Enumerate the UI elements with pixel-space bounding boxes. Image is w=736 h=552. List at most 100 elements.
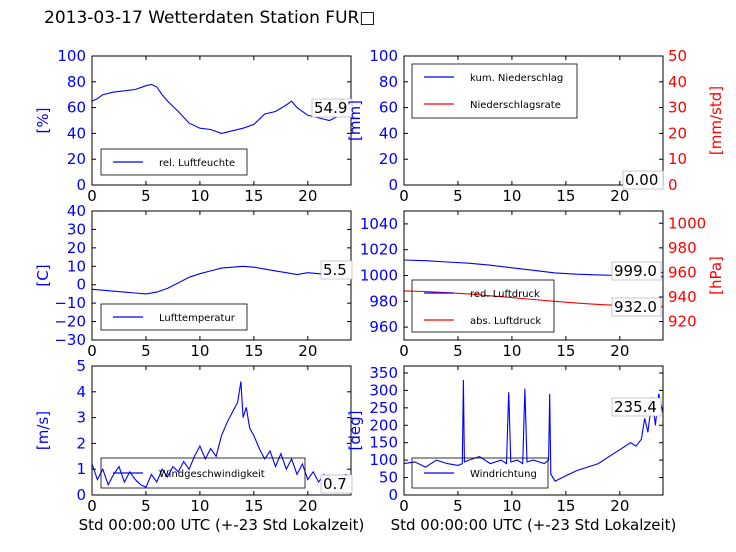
legend-box — [411, 279, 555, 333]
y-tick-label: 100 — [57, 47, 86, 65]
x-tick-label: 20 — [298, 342, 317, 360]
x-tick-label: 0 — [399, 187, 409, 205]
y-tick-label: 80 — [379, 73, 398, 91]
y-tick-label: 30 — [67, 220, 86, 238]
y-tick-label: 10 — [67, 257, 86, 275]
value-label: 932.0 — [614, 298, 657, 316]
y-tick-label: 300 — [369, 381, 398, 399]
x-tick-label: 0 — [87, 342, 97, 360]
y-axis-label: [C] — [34, 264, 52, 286]
x-tick-label: 15 — [244, 187, 263, 205]
value-label-box — [320, 260, 353, 280]
y-right-tick-label: 920 — [668, 313, 697, 331]
y-tick-label: 40 — [67, 124, 86, 142]
y-tick-label: 3 — [76, 409, 86, 427]
x-tick-label: 0 — [87, 497, 97, 515]
x-tick-label: 20 — [610, 342, 629, 360]
x-tick-label: 5 — [453, 187, 463, 205]
y-right-tick-label: 10 — [668, 150, 687, 168]
value-label: 0.7 — [323, 475, 347, 493]
y-axis-label: [mm] — [346, 100, 364, 141]
y-tick-label: 0 — [388, 486, 398, 504]
y-tick-label: 0 — [76, 486, 86, 504]
y-right-axis-label: [hPa] — [707, 256, 725, 295]
x-axis-label: Std 00:00:00 UTC (+-23 Std Lokalzeit) — [391, 516, 677, 534]
value-label: 0.00 — [625, 171, 658, 189]
y-tick-label: 1 — [76, 460, 86, 478]
series-line-1-1 — [91, 83, 352, 134]
series-line-6-1 — [403, 379, 664, 482]
y-tick-label: 100 — [369, 47, 398, 65]
legend-label: abs. Luftdruck — [470, 316, 541, 327]
x-tick-label: 10 — [502, 187, 521, 205]
y-tick-label: −20 — [54, 313, 86, 331]
y-tick-label: 350 — [369, 364, 398, 382]
plot-frame — [403, 55, 664, 186]
x-tick-label: 10 — [190, 497, 209, 515]
legend-box — [100, 457, 306, 489]
x-tick-label: 20 — [298, 187, 317, 205]
y-tick-label: 0 — [388, 176, 398, 194]
y-tick-label: 20 — [379, 150, 398, 168]
plot-frame — [403, 365, 664, 496]
y-right-tick-label: 20 — [668, 124, 687, 142]
chart-panel-2: 0 5 10 15 20 0 20 40 60 80 100 0 10 20 30 40 50 [mm] [mm/s… — [346, 47, 725, 205]
y-tick-label: 980 — [369, 292, 398, 310]
y-tick-label: 5 — [76, 357, 86, 375]
value-label-box — [311, 98, 353, 118]
x-tick-label: 10 — [190, 342, 209, 360]
y-right-tick-label: 960 — [668, 263, 697, 281]
x-tick-label: 20 — [610, 187, 629, 205]
legend-label: Windrichtung — [470, 469, 537, 480]
legend-label: kum. Niederschlag — [470, 73, 563, 84]
x-tick-label: 15 — [244, 497, 263, 515]
x-tick-label: 20 — [610, 497, 629, 515]
page-title: 2013-03-17 Wetterdaten Station FUR□ — [44, 8, 376, 28]
value-label: 235.4 — [614, 398, 657, 416]
chart-panel-4: 0 5 10 15 20 960 980 1000 1020 1040 920 940 960 980 10… — [360, 210, 725, 360]
y-tick-label: 80 — [67, 73, 86, 91]
chart-panel-5: 0 5 10 15 20 0 1 2 3 4 5 [m/s] Std 00:00:00 UTC (+-2… — [34, 357, 364, 534]
x-tick-label: 5 — [141, 497, 151, 515]
legend-box — [411, 63, 578, 119]
y-tick-label: 60 — [67, 99, 86, 117]
legend-label: red. Luftdruck — [470, 289, 540, 300]
y-tick-label: 250 — [369, 399, 398, 417]
legend-label: Windgeschwindigkeit — [159, 469, 265, 480]
y-right-tick-label: 40 — [668, 73, 687, 91]
y-tick-label: 4 — [76, 383, 86, 401]
value-label: 999.0 — [614, 262, 657, 280]
chart-panel-3: 0 5 10 15 20−30−20−10010203040[C]Lufttempera… — [34, 202, 353, 360]
x-tick-label: 5 — [453, 342, 463, 360]
plot-frame — [91, 55, 352, 186]
y-right-tick-label: 0 — [668, 176, 678, 194]
y-tick-label: 1000 — [360, 267, 398, 285]
y-right-axis-label: [mm/std] — [707, 86, 725, 155]
value-label-box — [611, 297, 662, 317]
y-tick-label: 100 — [369, 451, 398, 469]
y-tick-label: −30 — [54, 331, 86, 349]
y-axis-label: [%] — [34, 108, 52, 134]
legend-box — [100, 303, 248, 331]
y-right-tick-label: 980 — [668, 239, 697, 257]
x-tick-label: 5 — [453, 497, 463, 515]
x-tick-label: 15 — [556, 342, 575, 360]
y-tick-label: −10 — [54, 294, 86, 312]
legend-box — [411, 457, 549, 489]
x-axis-label: Std 00:00:00 UTC (+-23 Std Lokalzeit) — [79, 516, 365, 534]
y-tick-label: 0 — [76, 276, 86, 294]
x-tick-label: 0 — [87, 187, 97, 205]
x-tick-label: 10 — [502, 497, 521, 515]
x-tick-label: 5 — [141, 342, 151, 360]
x-tick-label: 10 — [190, 187, 209, 205]
value-label-box — [611, 261, 662, 281]
x-tick-label: 10 — [502, 342, 521, 360]
x-tick-label: 15 — [244, 342, 263, 360]
y-tick-label: 150 — [369, 434, 398, 452]
chart-panel-1: 0 5 10 15 20 0 20 40 60 80 100 [%] rel. Luftfeuchte 5… — [34, 47, 353, 205]
y-tick-label: 40 — [67, 202, 86, 220]
value-label: 5.5 — [323, 261, 347, 279]
value-label-box — [622, 170, 664, 190]
value-label-box — [611, 397, 662, 417]
